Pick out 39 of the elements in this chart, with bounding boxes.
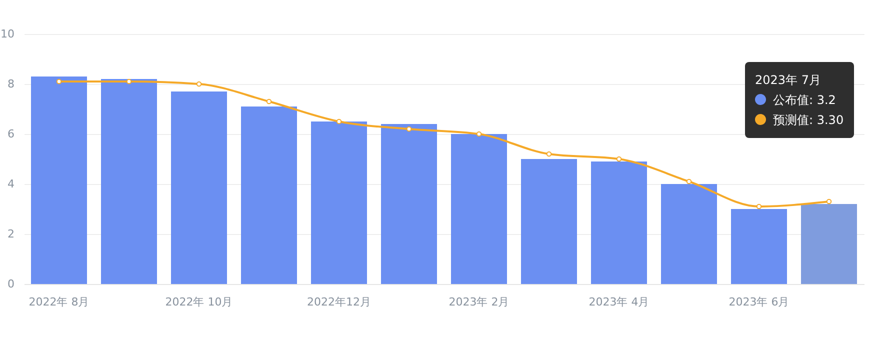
- bar: [171, 92, 227, 284]
- y-tick-label: 0: [8, 278, 14, 290]
- point: [56, 78, 62, 84]
- point: [266, 98, 272, 104]
- point: [406, 126, 412, 132]
- point: [336, 118, 342, 124]
- x-tick-label: 2022年 8月: [28, 296, 90, 308]
- bar: [731, 209, 787, 284]
- bar: [661, 184, 717, 284]
- x-tick-label: 2023年 4月: [588, 296, 650, 308]
- y-tick-label: 10: [0, 28, 14, 40]
- bar: [591, 162, 647, 284]
- bar: [101, 79, 157, 284]
- point: [756, 204, 762, 210]
- x-tick-label: 2022年 10月: [165, 296, 233, 308]
- bar: [311, 122, 367, 284]
- x-tick-label: 2022年12月: [307, 296, 371, 308]
- y-tick-label: 2: [8, 228, 14, 240]
- bar: [241, 106, 297, 284]
- x-tick-label: 2023年 2月: [448, 296, 510, 308]
- y-tick-label: 4: [8, 178, 14, 190]
- bar: [31, 76, 87, 284]
- point: [826, 198, 832, 204]
- point: [196, 81, 202, 87]
- point: [126, 78, 132, 84]
- bar: [801, 204, 857, 284]
- y-tick-label: 6: [8, 128, 14, 140]
- x-tick-label: 2023年 6月: [728, 296, 790, 308]
- point: [546, 151, 552, 157]
- bar: [451, 134, 507, 284]
- annotation: 公布值: 3.2: [773, 93, 836, 107]
- bar: [521, 159, 577, 284]
- bar: [381, 124, 437, 284]
- annotation: 预测值: 3.30: [773, 113, 844, 127]
- point: [686, 178, 692, 184]
- point: [616, 156, 622, 162]
- annotation: 2023年 7月: [755, 73, 821, 87]
- point: [476, 131, 482, 137]
- y-tick-label: 8: [8, 78, 14, 90]
